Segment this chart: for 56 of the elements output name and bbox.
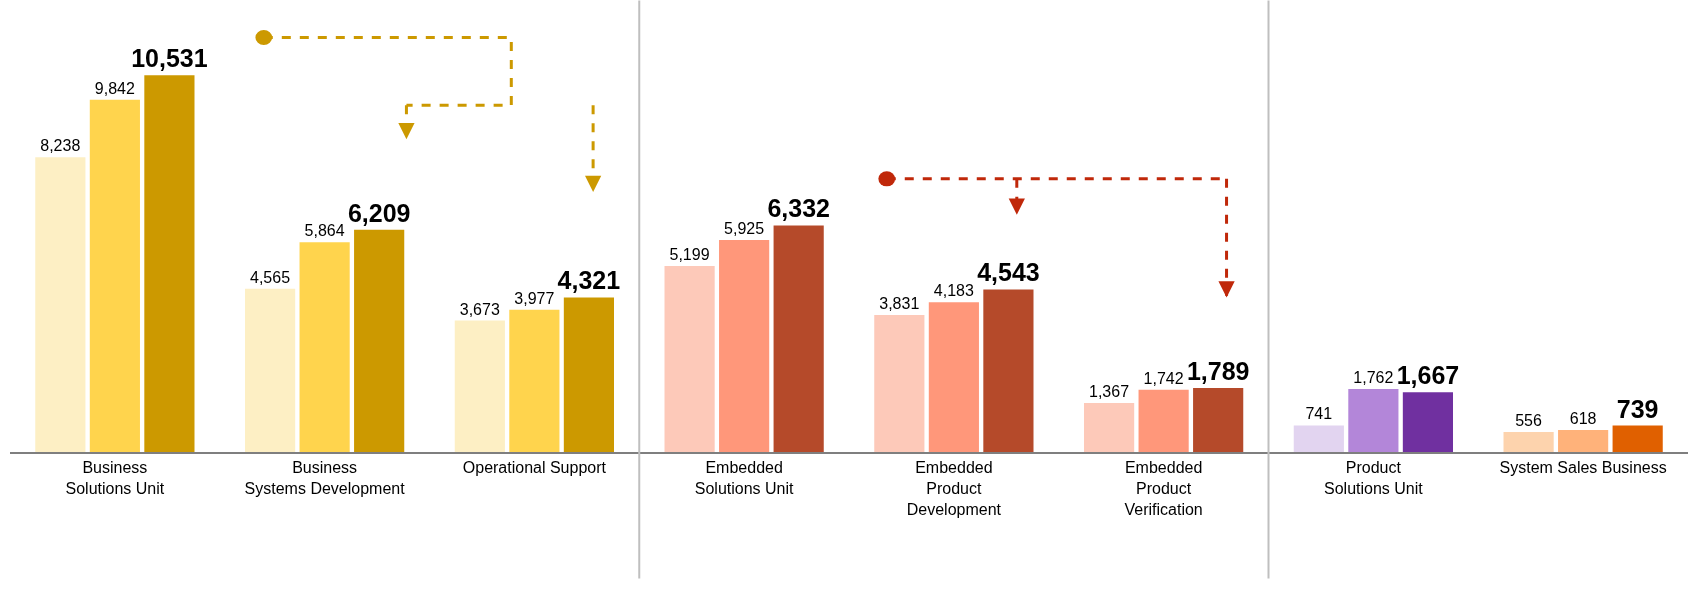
data-label: 739 xyxy=(1616,394,1659,423)
bar xyxy=(874,314,925,452)
data-label: 3,673 xyxy=(459,300,500,318)
bar xyxy=(1503,432,1554,452)
bar xyxy=(144,75,195,452)
bar xyxy=(773,225,824,452)
data-label: 4,565 xyxy=(250,268,291,286)
bar xyxy=(1084,403,1135,452)
x-tick-label: Embedded Solutions Unit xyxy=(694,459,795,497)
bar xyxy=(509,309,560,452)
data-label: 3,977 xyxy=(514,289,555,307)
data-label: 1,742 xyxy=(1143,369,1184,387)
x-tick-label: Operational Support xyxy=(462,459,607,477)
x-tick-label: Business Systems Development xyxy=(244,459,406,497)
data-label: 1,789 xyxy=(1186,356,1250,385)
bar xyxy=(354,229,405,452)
data-label: 3,831 xyxy=(879,294,920,312)
bar xyxy=(1138,389,1189,452)
bar xyxy=(454,320,505,452)
bar xyxy=(664,265,715,452)
data-label: 5,199 xyxy=(669,245,710,263)
x-tick-label: Embedded Product Development xyxy=(906,459,1002,518)
bar xyxy=(299,242,350,452)
data-label: 6,209 xyxy=(347,198,411,227)
data-label: 556 xyxy=(1515,412,1542,430)
bar xyxy=(89,99,140,452)
data-label: 741 xyxy=(1305,405,1333,423)
bar xyxy=(245,288,296,452)
x-tick-label: Business Solutions Unit xyxy=(65,459,165,497)
data-label: 4,183 xyxy=(933,282,974,300)
data-label: 1,762 xyxy=(1353,368,1394,386)
data-label: 1,367 xyxy=(1089,383,1130,401)
data-label: 5,864 xyxy=(304,222,345,240)
bar xyxy=(983,289,1034,452)
x-tick-label: System Sales Business xyxy=(1499,459,1667,477)
data-label: 10,531 xyxy=(131,44,208,73)
bar xyxy=(928,302,979,452)
bar xyxy=(563,297,614,452)
bar xyxy=(1293,425,1344,452)
x-tick-label: Product Solutions Unit xyxy=(1324,459,1424,497)
bar xyxy=(1612,425,1663,452)
bar xyxy=(1558,429,1609,452)
x-tick-label: Embedded Product Verification xyxy=(1124,459,1203,518)
data-label: 4,543 xyxy=(977,258,1040,287)
bar xyxy=(35,157,86,452)
bar xyxy=(1402,392,1453,452)
bar xyxy=(719,240,770,452)
data-label: 6,332 xyxy=(767,194,830,223)
data-label: 4,321 xyxy=(557,266,621,295)
data-label: 9,842 xyxy=(94,79,135,97)
data-label: 8,238 xyxy=(40,137,81,155)
data-label: 618 xyxy=(1569,409,1597,427)
bar xyxy=(1193,387,1244,452)
data-label: 1,667 xyxy=(1396,361,1460,390)
data-label: 5,925 xyxy=(724,220,765,238)
bar xyxy=(1348,388,1399,452)
